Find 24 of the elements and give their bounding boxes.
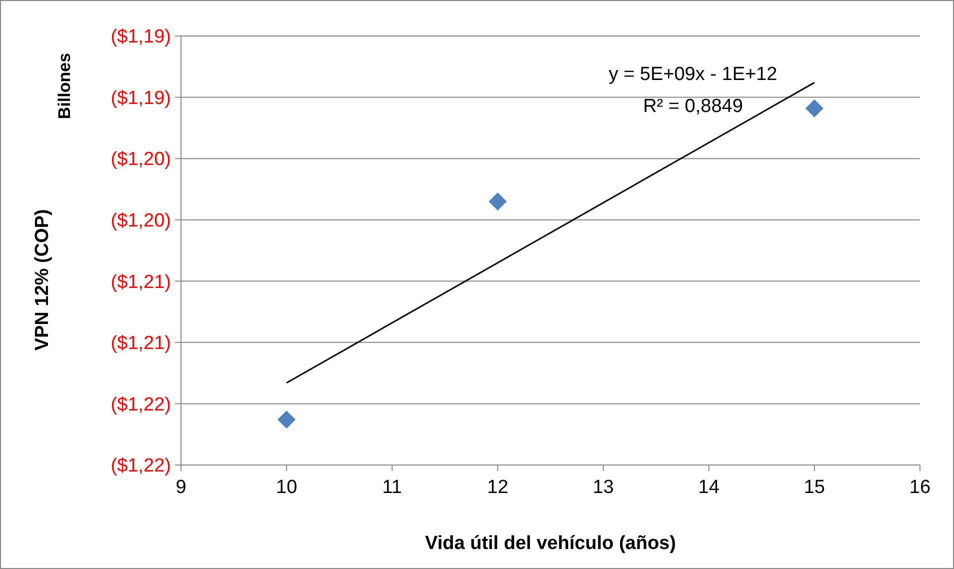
y-tick-label: ($1,22) — [110, 456, 171, 477]
y-tick-label: ($1,20) — [110, 210, 171, 232]
y-axis-title: VPN 12% (COP) — [32, 209, 53, 351]
annotation: R² = 0,8849 — [643, 96, 743, 117]
x-tick-label: 14 — [698, 477, 720, 498]
x-tick-label: 9 — [176, 477, 186, 498]
y-tick-label: ($1,19) — [110, 26, 171, 48]
y-tick-label: ($1,21) — [110, 272, 171, 293]
point — [488, 192, 507, 210]
y-tick-label: ($1,22) — [110, 394, 171, 416]
point — [278, 410, 296, 429]
x-tick-label: 11 — [382, 477, 402, 498]
y-tick-label: ($1,21) — [110, 333, 171, 354]
x-tick-label: 13 — [592, 477, 614, 498]
y-tick-label: ($1,19) — [110, 88, 171, 109]
y-tick-label: ($1,20) — [110, 149, 171, 170]
x-tick-label: 12 — [487, 477, 508, 498]
x-tick-label: 15 — [804, 477, 825, 498]
x-tick-label: 10 — [276, 477, 298, 498]
x-tick-label: 16 — [909, 477, 931, 498]
text: Billones — [55, 52, 74, 120]
point — [805, 99, 824, 118]
annotation: y = 5E+09x - 1E+12 — [608, 64, 778, 85]
x-axis-title: Vida útil del vehículo (años) — [425, 533, 676, 554]
